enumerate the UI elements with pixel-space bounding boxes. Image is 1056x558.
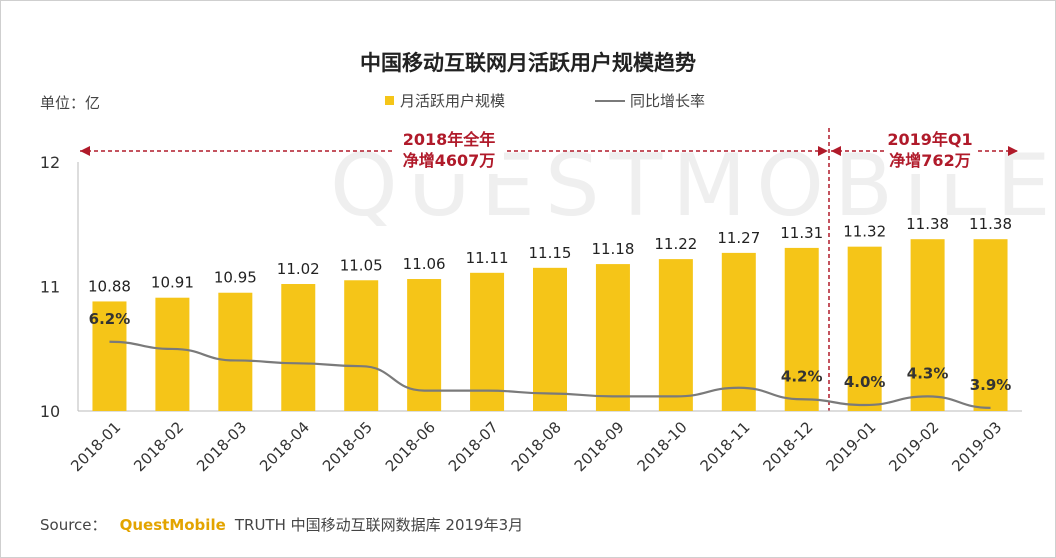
bar-2018-05 [344, 280, 379, 411]
bar-value-label: 11.06 [403, 255, 446, 273]
x-tick-label: 2018-01 [67, 418, 124, 475]
bar-value-label: 11.05 [340, 256, 383, 274]
bar-value-label: 11.18 [591, 240, 634, 258]
y-tick-label: 10 [40, 402, 60, 421]
bar-value-label: 11.38 [906, 215, 949, 233]
chart-title: 中国移动互联网月活跃用户规模趋势 [360, 51, 696, 75]
annotation-box-2018 [394, 126, 504, 174]
x-tick-label: 2018-09 [571, 418, 628, 475]
bar-value-label: 11.11 [466, 249, 509, 267]
x-tick-label: 2018-07 [445, 418, 502, 475]
bar-value-label: 11.02 [277, 260, 320, 278]
x-tick-label: 2019-02 [885, 418, 942, 475]
y-tick-label: 11 [40, 278, 60, 297]
bar-2018-07 [470, 272, 505, 411]
source-rest: TRUTH 中国移动互联网数据库 2019年3月 [234, 516, 523, 534]
bar-2018-12 [784, 247, 819, 411]
x-tick-label: 2019-03 [948, 418, 1005, 475]
annotation-arrowhead-left-2018 [80, 146, 90, 156]
annotation-layer: 2018年全年 净增4607万 2019年Q1 净增762万 [80, 126, 1018, 411]
source-prefix: Source： [40, 516, 107, 534]
bar-2018-09 [595, 264, 630, 411]
annotation-box-2019 [885, 126, 975, 174]
bar-2019-03 [973, 239, 1008, 411]
annotation-arrowhead-right-2018 [818, 146, 828, 156]
annotation-2018-line2: 净增4607万 [403, 151, 496, 170]
bar-value-label: 11.32 [843, 223, 886, 241]
bar-2019-01 [847, 246, 882, 411]
x-tick-label: 2018-11 [697, 418, 754, 475]
bar-2019-02 [910, 239, 945, 411]
bar-2018-02 [155, 297, 190, 411]
source-brand: QuestMobile [120, 516, 226, 534]
bar-value-label: 11.22 [654, 235, 697, 253]
x-tick-label: 2018-03 [193, 418, 250, 475]
legend-bar-swatch [385, 96, 394, 105]
bar-2018-04 [281, 284, 316, 411]
bar-value-label: 11.15 [529, 244, 572, 262]
growth-rate-label: 4.3% [907, 364, 949, 382]
annotation-arrowhead-left-2019 [831, 146, 841, 156]
bar-value-label: 11.38 [969, 215, 1012, 233]
bar-value-label: 10.88 [88, 277, 131, 295]
source-line: Source： QuestMobile TRUTH 中国移动互联网数据库 201… [40, 515, 523, 534]
x-tick-label: 2018-05 [319, 418, 376, 475]
y-tick-label: 12 [40, 153, 60, 172]
bar-2018-08 [533, 267, 567, 411]
bar-2018-11 [721, 252, 756, 411]
growth-rate-line [109, 340, 991, 409]
unit-label: 单位：亿 [40, 94, 100, 112]
bar-value-label: 10.95 [214, 269, 257, 287]
x-tick-label: 2018-08 [508, 418, 565, 475]
annotation-2019-line2: 净增762万 [889, 151, 970, 170]
legend-line-label: 同比增长率 [630, 92, 705, 110]
bar-2018-03 [218, 292, 253, 411]
annotation-arrowhead-right-2019 [1008, 146, 1018, 156]
growth-rate-label: 4.0% [844, 373, 886, 391]
legend-bar-label: 月活跃用户规模 [400, 92, 505, 110]
x-tick-label: 2018-04 [256, 418, 313, 475]
x-tick-label: 2018-06 [382, 418, 439, 475]
growth-rate-label: 6.2% [89, 310, 131, 328]
bar-value-label: 11.31 [780, 224, 823, 242]
bar-2018-10 [658, 259, 693, 411]
annotation-2019-line1: 2019年Q1 [887, 130, 972, 149]
x-tick-label: 2019-01 [822, 418, 879, 475]
bar-2018-01 [92, 301, 127, 411]
x-tick-label: 2018-12 [760, 418, 817, 475]
bar-value-label: 11.27 [717, 229, 760, 247]
growth-rate-label: 4.2% [781, 367, 823, 385]
bar-value-label: 10.91 [151, 274, 194, 292]
x-tick-label: 2018-10 [634, 418, 691, 475]
growth-rate-label: 3.9% [970, 376, 1012, 394]
x-tick-label: 2018-02 [130, 418, 187, 475]
annotation-2018-line1: 2018年全年 [403, 130, 496, 149]
